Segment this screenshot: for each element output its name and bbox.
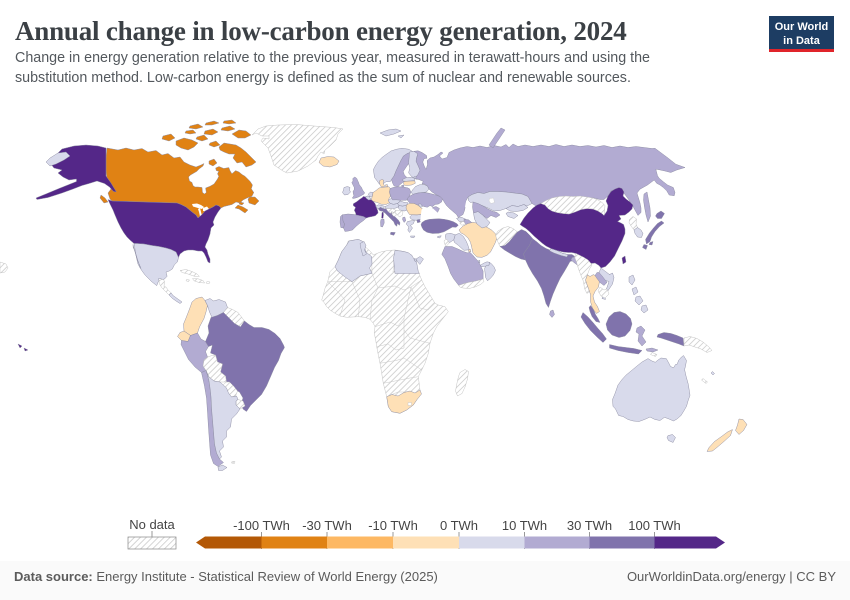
svg-text:-10 TWh: -10 TWh [368,518,418,533]
svg-text:10 TWh: 10 TWh [502,518,547,533]
svg-text:No data: No data [129,517,175,532]
svg-text:100 TWh: 100 TWh [628,518,681,533]
svg-text:30 TWh: 30 TWh [567,518,612,533]
svg-text:0 TWh: 0 TWh [440,518,478,533]
svg-text:-30 TWh: -30 TWh [302,518,352,533]
svg-text:-100 TWh: -100 TWh [233,518,290,533]
